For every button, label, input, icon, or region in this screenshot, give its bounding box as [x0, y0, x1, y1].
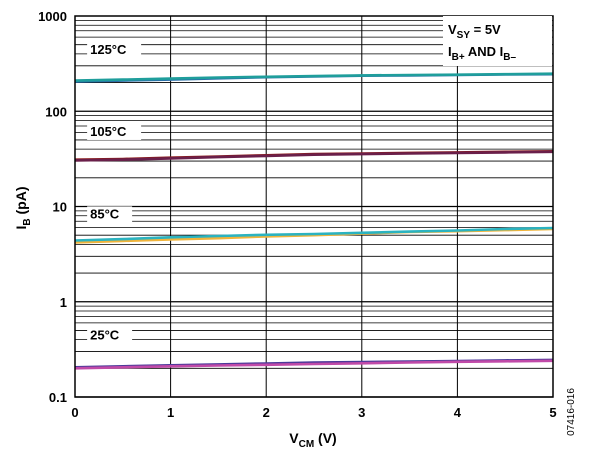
series-layer — [74, 72, 554, 370]
temp-label-bg — [87, 206, 133, 223]
x-tick-label: 0 — [71, 405, 78, 420]
temp-label-bg — [87, 41, 142, 58]
temp-label-2: 85°C — [90, 206, 120, 221]
temp-label-0: 125°C — [90, 42, 127, 57]
series-line-2-1 — [74, 226, 554, 242]
y-tick-label: 0.1 — [49, 390, 67, 405]
y-tick-label: 10 — [53, 200, 67, 215]
tick-labels: 0 1 2 3 4 5 0.1 1 10 100 1000 — [38, 9, 557, 420]
y-tick-label: 1000 — [38, 9, 67, 24]
temp-label-1: 105°C — [90, 124, 127, 139]
x-tick-label: 1 — [167, 405, 174, 420]
y-tick-label: 1 — [60, 295, 67, 310]
y-axis-label: IB (pA) — [13, 186, 33, 229]
x-axis-label: VCM (V) — [289, 430, 336, 450]
series-line-3-1 — [74, 359, 554, 370]
conditions-box — [443, 16, 552, 66]
series-line-1-1 — [74, 150, 554, 162]
x-tick-label: 2 — [263, 405, 270, 420]
condition-ib: IB+ AND IB– — [448, 44, 516, 63]
temp-label-bg — [87, 327, 133, 344]
temp-label-bg — [87, 123, 142, 140]
condition-vsy: VSY = 5V — [448, 22, 501, 41]
temperature-labels: 125°C 105°C 85°C 25°C — [87, 41, 142, 344]
x-tick-label: 5 — [549, 405, 556, 420]
plot-frame — [74, 15, 554, 398]
series-line-0-1 — [74, 72, 554, 82]
x-tick-label: 3 — [358, 405, 365, 420]
x-tick-label: 4 — [454, 405, 462, 420]
y-tick-label: 100 — [45, 104, 67, 119]
figure-id: 07416-016 — [566, 388, 577, 436]
temp-label-3: 25°C — [90, 328, 120, 343]
